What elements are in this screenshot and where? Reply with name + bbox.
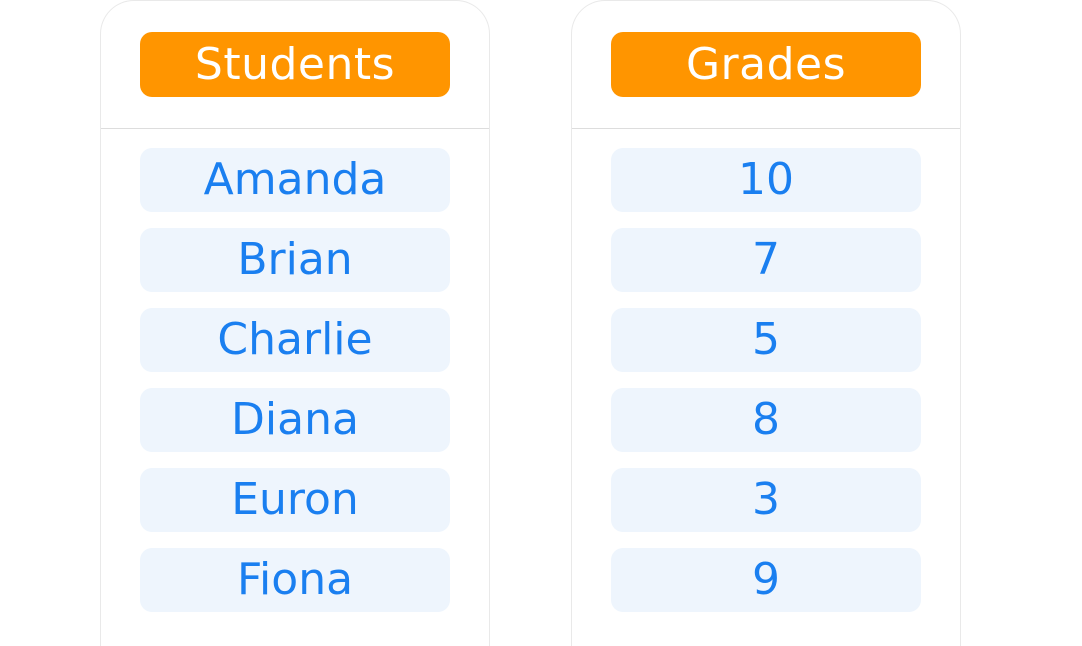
grade-item: 10 [611, 148, 921, 212]
grades-header-label: Grades [611, 32, 921, 97]
grades-panel: Grades 10 7 5 8 3 9 [571, 0, 961, 646]
student-item: Fiona [140, 548, 450, 612]
student-item: Euron [140, 468, 450, 532]
students-panel: Students Amanda Brian Charlie Diana Euro… [100, 0, 490, 646]
students-panel-header: Students [101, 1, 489, 129]
grades-panel-header: Grades [572, 1, 960, 129]
grade-item: 8 [611, 388, 921, 452]
grade-item: 5 [611, 308, 921, 372]
student-item: Brian [140, 228, 450, 292]
students-list: Amanda Brian Charlie Diana Euron Fiona [140, 148, 450, 628]
student-item: Diana [140, 388, 450, 452]
student-item: Charlie [140, 308, 450, 372]
student-item: Amanda [140, 148, 450, 212]
students-header-label: Students [140, 32, 450, 97]
grade-item: 7 [611, 228, 921, 292]
grade-item: 9 [611, 548, 921, 612]
grades-list: 10 7 5 8 3 9 [611, 148, 921, 628]
grade-item: 3 [611, 468, 921, 532]
